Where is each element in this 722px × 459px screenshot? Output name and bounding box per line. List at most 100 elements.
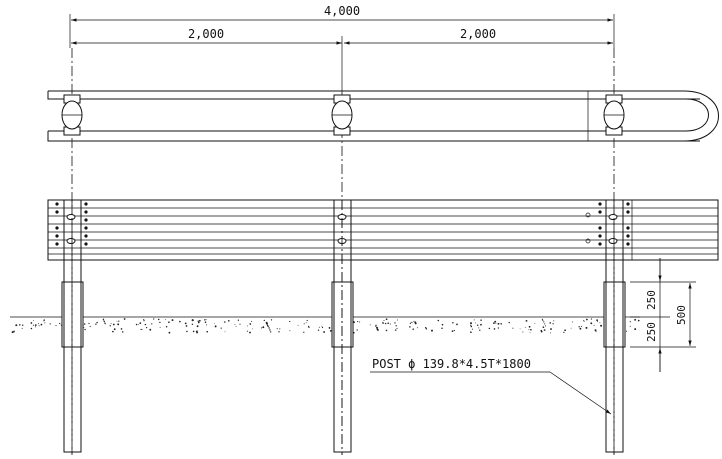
ground-speckle: [303, 331, 305, 333]
ground-speckle: [396, 319, 398, 321]
ground-speckle: [550, 328, 552, 330]
ground-speckle: [599, 322, 601, 324]
ground-speckle: [470, 322, 472, 325]
ground-speckle: [266, 322, 268, 325]
ground-speckle: [110, 323, 112, 325]
ground-speckle: [544, 323, 546, 325]
ground-speckle: [528, 329, 530, 331]
ground-speckle: [479, 329, 481, 331]
ground-speckle: [22, 324, 24, 326]
ground-speckle: [376, 326, 379, 329]
ground-speckle: [30, 327, 33, 330]
ground-speckle: [412, 328, 414, 330]
ground-speckle: [385, 329, 388, 332]
ground-speckle: [19, 324, 21, 326]
ground-speckle: [500, 323, 502, 325]
ground-speckle: [103, 321, 105, 323]
ground-speckle: [220, 327, 222, 329]
ground-speckle: [493, 328, 496, 330]
ground-speckle: [529, 332, 531, 334]
ground-speckle: [191, 323, 194, 326]
ground-speckle: [237, 319, 240, 321]
ground-speckle: [104, 323, 106, 325]
ground-speckle: [583, 319, 585, 321]
ground-speckle: [394, 329, 397, 331]
ground-speckle: [534, 323, 536, 324]
dimension-right-span-label: 2,000: [460, 27, 496, 41]
ground-speckle: [456, 323, 458, 326]
ground-speckle: [590, 322, 593, 325]
ground-speckle: [159, 321, 161, 324]
ground-speckle: [387, 322, 389, 324]
ground-speckle: [637, 319, 640, 322]
ground-speckle: [493, 322, 495, 324]
post-callout: POST ϕ 139.8*4.5T*1800: [370, 357, 612, 415]
ground-speckle: [356, 329, 358, 331]
ground-speckle: [553, 320, 555, 322]
ground-speckle: [550, 332, 552, 334]
ground-speckle: [478, 327, 480, 329]
dimension-lower-embed-label: 250: [645, 322, 658, 342]
ground-speckle: [590, 318, 592, 320]
ground-speckle: [38, 325, 40, 327]
ground-speckle: [451, 330, 454, 333]
ground-speckle: [303, 323, 305, 325]
ground-speckle: [497, 322, 500, 325]
ground-speckle: [579, 327, 582, 330]
ground-speckle: [586, 318, 588, 321]
ground-speckle: [603, 318, 605, 320]
ground-speckle: [239, 323, 241, 325]
ground-speckle: [289, 330, 291, 332]
ground-speckle: [203, 319, 206, 321]
ground-speckle: [318, 326, 320, 328]
ground-speckle: [192, 330, 195, 333]
ground-speckle: [197, 320, 199, 322]
ground-speckle: [323, 331, 326, 333]
ground-speckle: [15, 324, 18, 327]
elevation-view: [47, 199, 719, 455]
ground-speckle: [583, 320, 585, 322]
ground-speckle: [629, 321, 631, 323]
ground-speckle: [196, 331, 199, 334]
ground-speckle: [597, 321, 599, 322]
ground-speckle: [60, 324, 62, 326]
ground-speckle: [543, 321, 545, 323]
ground-speckle: [206, 330, 209, 333]
dimension-upper-embed-label: 250: [645, 290, 658, 310]
ground-speckle: [563, 331, 565, 334]
ground-speckle: [385, 318, 388, 321]
ground-speckle: [476, 324, 479, 326]
ground-speckle: [453, 329, 455, 332]
ground-speckle: [384, 322, 387, 325]
ground-speckle: [524, 326, 526, 328]
ground-speckle: [552, 323, 554, 325]
ground-speckle: [305, 322, 307, 324]
dimension-embed: 250 250 500: [630, 258, 696, 372]
ground-speckle: [389, 323, 391, 325]
ground-speckle: [35, 326, 36, 328]
plan-post-left: [61, 94, 83, 136]
ground-speckle: [140, 328, 142, 330]
ground-speckle: [149, 328, 152, 331]
ground-speckle: [540, 330, 543, 333]
ground-speckle: [32, 319, 34, 321]
ground-speckle: [246, 330, 248, 332]
dimension-left-span-label: 2,000: [188, 27, 224, 41]
ground-speckle: [268, 327, 270, 329]
ground-speckle: [279, 328, 281, 330]
ground-speckle: [634, 318, 637, 321]
ground-speckle: [585, 326, 588, 329]
ground-speckle: [84, 328, 86, 331]
ground-speckle: [204, 321, 207, 323]
ground-speckle: [495, 322, 497, 324]
ground-speckle: [369, 324, 371, 326]
ground-speckle: [113, 328, 116, 331]
ground-speckle: [44, 322, 46, 324]
ground-speckle: [89, 325, 91, 328]
elevation-post-middle: [331, 199, 354, 455]
ground-speckle: [473, 319, 475, 321]
ground-speckle: [249, 331, 251, 334]
ground-speckle: [425, 328, 428, 330]
ground-speckle: [441, 327, 443, 329]
ground-speckle: [121, 331, 124, 333]
